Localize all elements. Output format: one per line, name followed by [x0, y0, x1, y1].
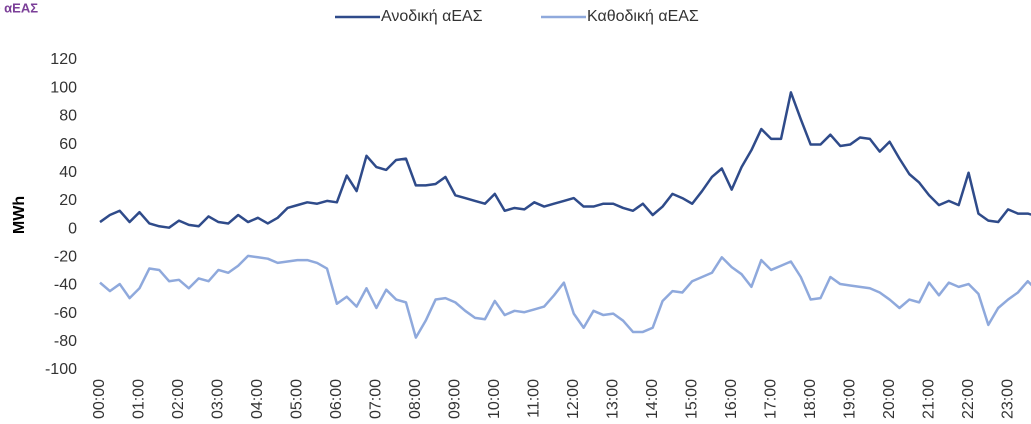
y-tick-label: -100 — [45, 361, 77, 378]
x-tick-label: 14:00 — [644, 379, 661, 419]
x-tick-label: 12:00 — [565, 379, 582, 419]
x-tick-label: 01:00 — [131, 379, 148, 419]
x-tick-label: 06:00 — [328, 379, 345, 419]
y-tick-label: 120 — [50, 51, 77, 68]
x-tick-label: 13:00 — [604, 379, 621, 419]
x-tick-label: 09:00 — [447, 379, 464, 419]
x-tick-label: 08:00 — [407, 379, 424, 419]
legend-label: Καθοδική αΕΑΣ — [587, 8, 699, 25]
x-tick-label: 11:00 — [525, 379, 542, 418]
x-tick-label: 00:00 — [91, 379, 108, 419]
x-tick-label: 05:00 — [289, 379, 306, 419]
x-tick-label: 02:00 — [170, 379, 187, 419]
x-tick-label: 20:00 — [881, 379, 898, 419]
y-tick-label: 40 — [59, 164, 77, 181]
y-tick-label: 80 — [59, 108, 77, 125]
y-tick-label: 0 — [68, 220, 77, 237]
x-tick-label: 19:00 — [841, 379, 858, 419]
x-tick-label: 16:00 — [723, 379, 740, 419]
y-tick-label: -60 — [54, 305, 77, 322]
series-line — [99, 254, 1031, 339]
chart-title: • αΕΑΣ — [0, 0, 38, 15]
x-tick-label: 10:00 — [486, 379, 503, 419]
x-tick-label: 07:00 — [368, 379, 385, 419]
y-axis-label: MWh — [11, 196, 28, 234]
x-tick-label: 23:00 — [999, 379, 1016, 419]
x-tick-label: 21:00 — [920, 379, 937, 419]
y-tick-label: 20 — [59, 192, 77, 209]
x-tick-label: 04:00 — [249, 379, 266, 419]
x-tick-label: 17:00 — [762, 379, 779, 419]
y-tick-label: -40 — [54, 277, 77, 294]
legend-label: Ανοδική αΕΑΣ — [381, 8, 483, 25]
y-tick-label: 100 — [50, 79, 77, 96]
x-tick-label: 03:00 — [210, 379, 227, 419]
y-tick-label: 60 — [59, 136, 77, 153]
x-tick-label: 18:00 — [802, 379, 819, 419]
y-tick-label: -20 — [54, 248, 77, 265]
x-tick-label: 15:00 — [683, 379, 700, 419]
x-tick-label: 22:00 — [960, 379, 977, 419]
series-line — [99, 91, 1031, 229]
y-tick-label: -80 — [54, 333, 77, 350]
